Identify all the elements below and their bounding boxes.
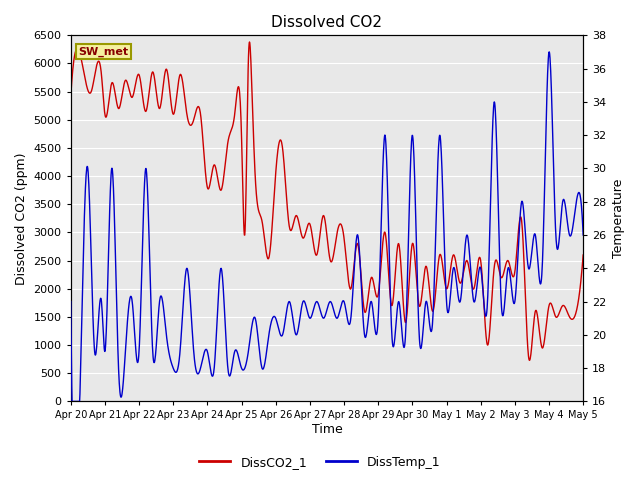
DissCO2_1: [305, 221, 312, 227]
DissTemp_1: [305, 312, 312, 318]
DissTemp_1: [107, 179, 115, 185]
X-axis label: Time: Time: [312, 423, 342, 436]
DissCO2_1: [246, 39, 253, 45]
DissTemp_1: [68, 398, 76, 404]
DissCO2_1: [525, 358, 533, 363]
DissTemp_1: [579, 232, 587, 238]
DissCO2_1: [127, 94, 135, 100]
DissCO2_1: [285, 217, 292, 223]
Line: DissCO2_1: DissCO2_1: [70, 42, 583, 360]
Text: SW_met: SW_met: [78, 46, 129, 57]
Y-axis label: Dissolved CO2 (ppm): Dissolved CO2 (ppm): [15, 152, 28, 285]
DissCO2_1: [359, 293, 367, 299]
Y-axis label: Temperature: Temperature: [612, 179, 625, 258]
Title: Dissolved CO2: Dissolved CO2: [271, 15, 383, 30]
DissCO2_1: [579, 252, 587, 258]
DissCO2_1: [295, 221, 303, 227]
DissTemp_1: [285, 300, 292, 305]
DissCO2_1: [67, 95, 74, 100]
DissTemp_1: [295, 321, 303, 327]
DissTemp_1: [545, 49, 553, 55]
DissTemp_1: [359, 309, 367, 314]
Legend: DissCO2_1, DissTemp_1: DissCO2_1, DissTemp_1: [194, 451, 446, 474]
Line: DissTemp_1: DissTemp_1: [70, 52, 583, 401]
DissTemp_1: [128, 295, 136, 300]
DissTemp_1: [67, 299, 74, 304]
DissCO2_1: [106, 87, 114, 93]
